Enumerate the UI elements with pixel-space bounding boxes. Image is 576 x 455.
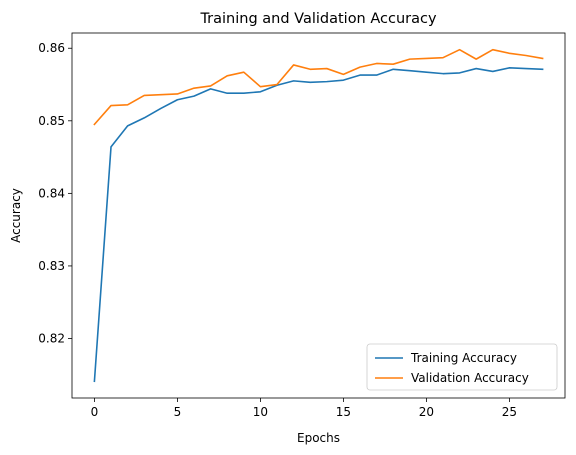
axes-frame — [71, 32, 566, 399]
y-tick-label: 0.83 — [38, 259, 65, 273]
y-tick-label: 0.82 — [38, 331, 65, 345]
x-tick-label: 25 — [502, 405, 517, 419]
x-tick-label: 10 — [253, 405, 268, 419]
plot-area: 0 5 10 15 20 25 0.82 0.83 0.84 0.85 0.86 — [38, 32, 566, 419]
y-axis-label: Accuracy — [9, 188, 23, 243]
series-line-training-accuracy — [93, 67, 544, 383]
legend-label: Training Accuracy — [410, 351, 517, 365]
x-axis-label: Epochs — [297, 431, 340, 445]
x-tick-label: 5 — [174, 405, 182, 419]
chart-title: Training and Validation Accuracy — [199, 11, 437, 27]
legend: Training Accuracy Validation Accuracy — [366, 343, 558, 391]
legend-box — [366, 343, 558, 391]
legend-label: Validation Accuracy — [411, 371, 529, 385]
y-tick-label: 0.86 — [38, 41, 65, 55]
x-tick-label: 20 — [419, 405, 434, 419]
x-tick-label: 15 — [336, 405, 351, 419]
y-tick-label: 0.84 — [38, 186, 65, 200]
series-line-validation-accuracy — [93, 48, 544, 126]
x-tick-label: 0 — [91, 405, 99, 419]
y-tick-label: 0.85 — [38, 114, 65, 128]
